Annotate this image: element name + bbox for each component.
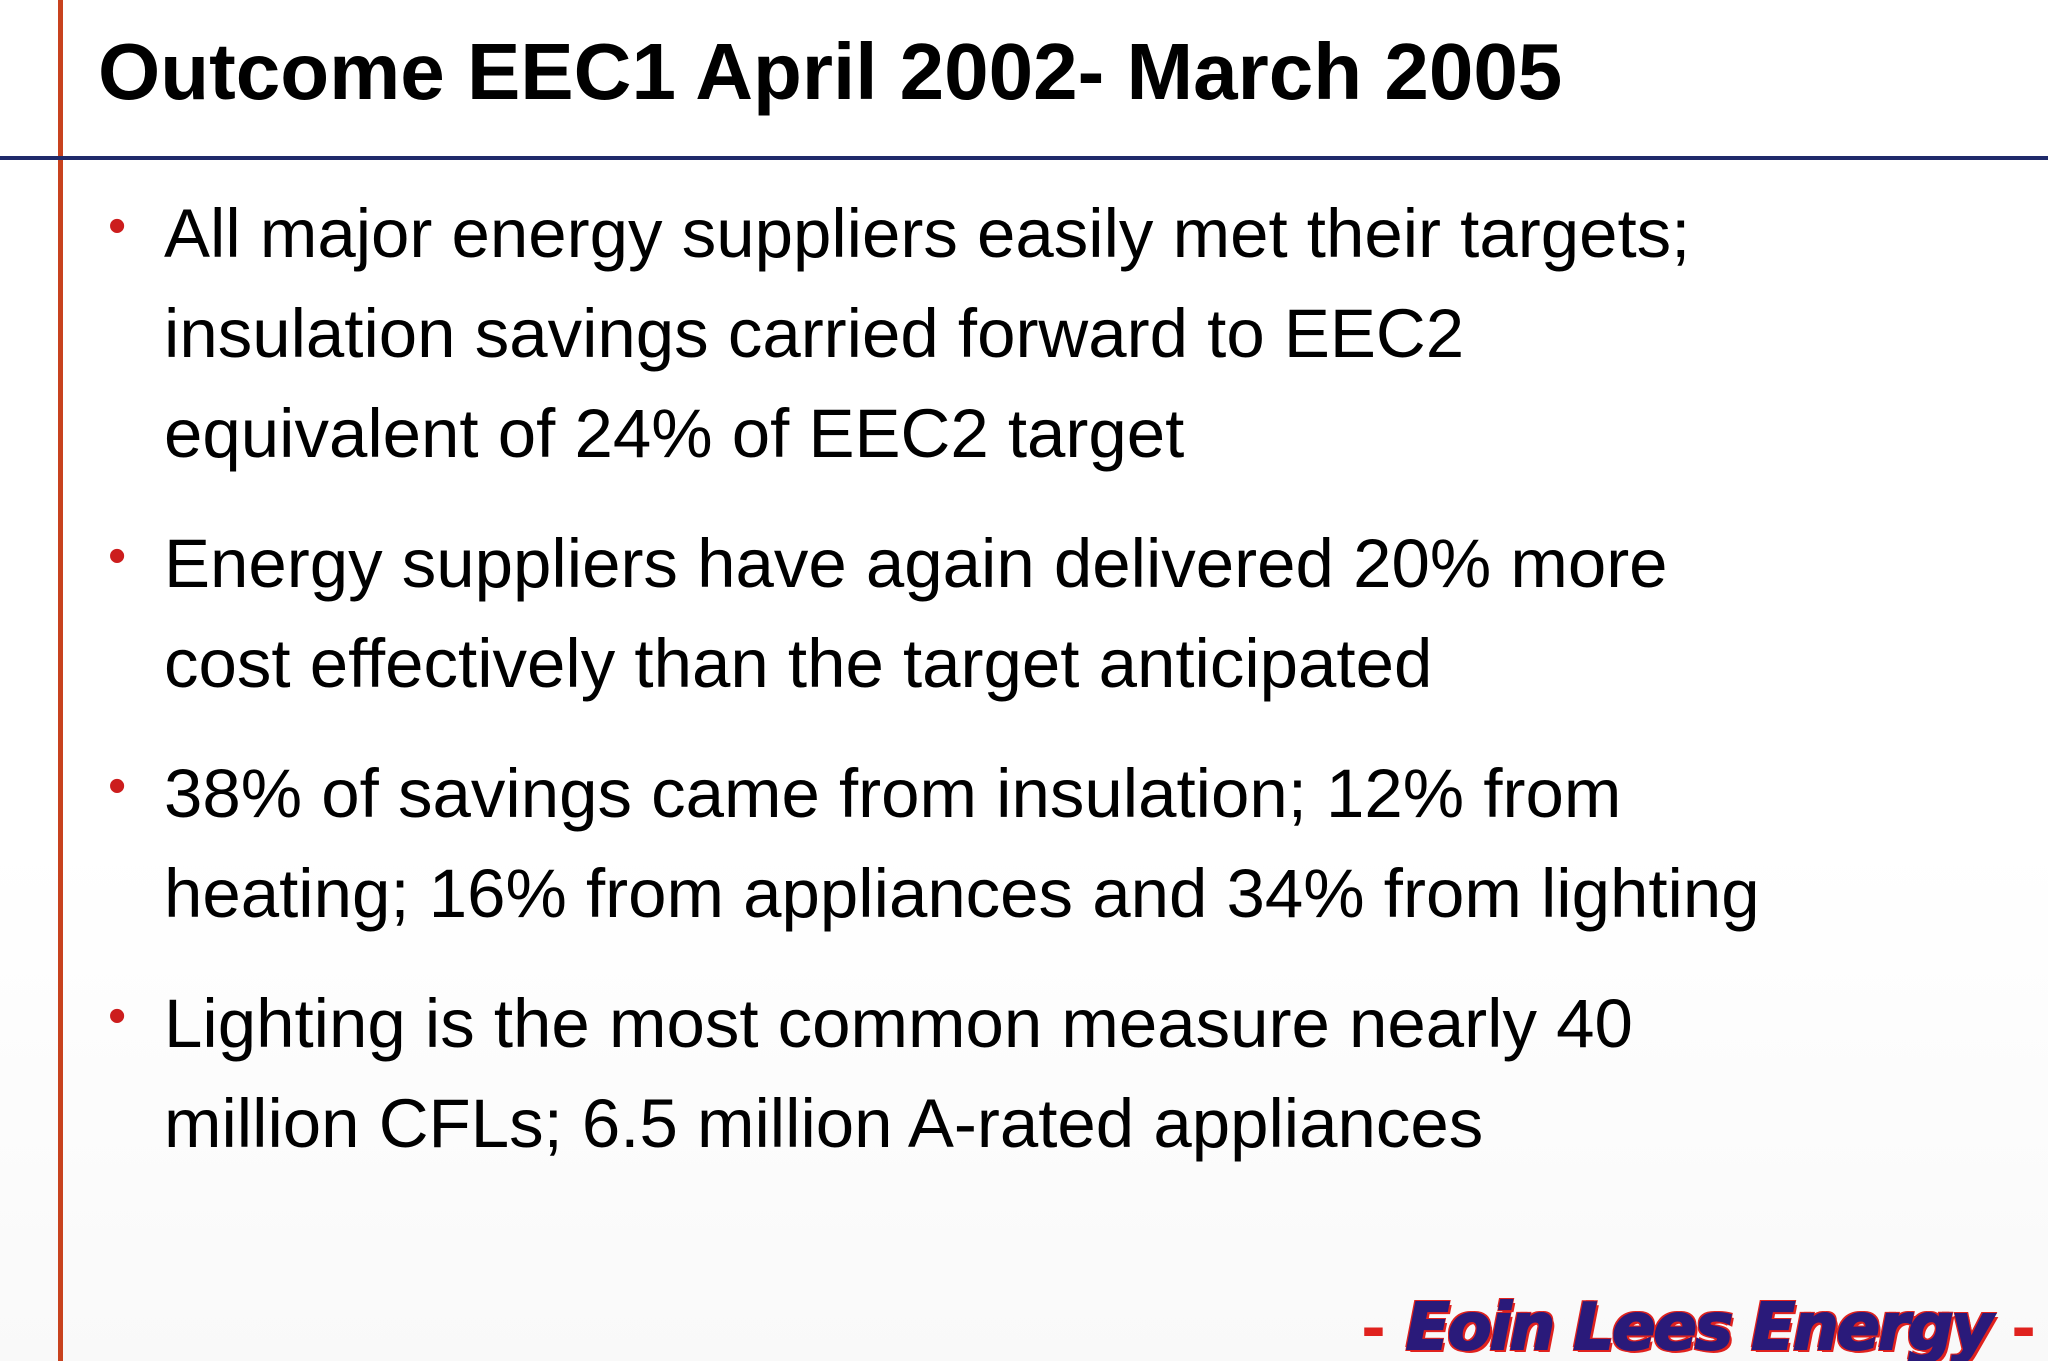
bullet-line: Energy suppliers have again delivered 20… <box>164 525 1668 602</box>
bullet-line: 38% of savings came from insulation; 12%… <box>164 755 1622 832</box>
bullet-dot-icon: • <box>108 987 127 1045</box>
logo-dash-left: - <box>1360 1294 1386 1361</box>
company-logo: - Eoin Lees Energy - <box>1341 1290 2048 1361</box>
bullet-item: • Lighting is the most common measure ne… <box>0 974 1944 1174</box>
logo-wordmark: Eoin Lees Energy <box>1405 1290 1994 1361</box>
bullet-list: • All major energy suppliers easily met … <box>0 184 1944 1204</box>
bullet-line: All major energy suppliers easily met th… <box>164 195 1691 272</box>
bullet-line: equivalent of 24% of EEC2 target <box>164 395 1185 472</box>
bullet-dot-icon: • <box>108 197 127 255</box>
bullet-dot-icon: • <box>108 757 127 815</box>
logo-dash-right: - <box>2011 1294 2036 1361</box>
bullet-line: insulation savings carried forward to EE… <box>164 295 1465 372</box>
bullet-line: heating; 16% from appliances and 34% fro… <box>164 855 1760 932</box>
bullet-item: • 38% of savings came from insulation; 1… <box>0 744 1944 944</box>
bullet-line: Lighting is the most common measure near… <box>164 985 1633 1062</box>
bullet-dot-icon: • <box>108 527 127 585</box>
vertical-rule <box>58 0 63 1361</box>
bullet-line: million CFLs; 6.5 million A-rated applia… <box>164 1085 1484 1162</box>
bullet-item: • Energy suppliers have again delivered … <box>0 514 1944 714</box>
bullet-item: • All major energy suppliers easily met … <box>0 184 1944 484</box>
title-underline-rule <box>0 156 2048 160</box>
slide-title: Outcome EEC1 April 2002- March 2005 <box>98 27 1563 116</box>
bullet-line: cost effectively than the target anticip… <box>164 625 1433 702</box>
